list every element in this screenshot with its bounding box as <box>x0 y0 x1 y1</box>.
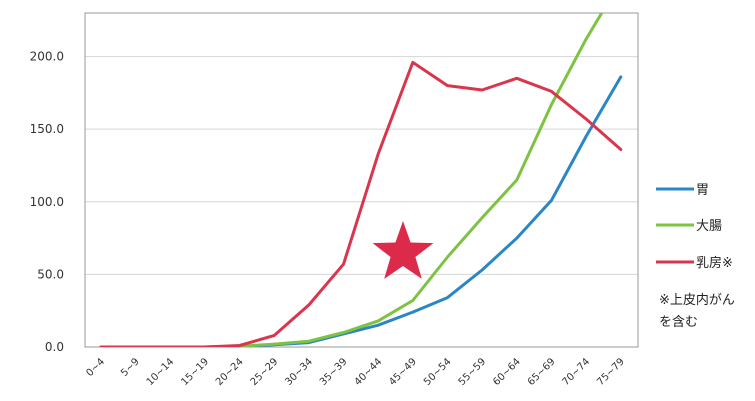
x-tick-label: 75~79 <box>595 356 627 388</box>
x-tick-label: 40~44 <box>353 356 385 388</box>
y-tick-label: 150.0 <box>30 122 64 136</box>
series-line-0 <box>99 75 623 347</box>
x-tick-label: 10~14 <box>145 356 177 388</box>
star-icon <box>372 221 434 279</box>
y-tick-label: 50.0 <box>37 267 64 281</box>
plot-area-frame <box>84 12 639 348</box>
y-tick-label: 0.0 <box>45 340 64 354</box>
footnote-line: を含む <box>659 314 698 330</box>
x-tick-label: 50~54 <box>422 356 454 388</box>
star-marker <box>372 221 434 279</box>
x-tick-label: 20~24 <box>214 356 246 388</box>
y-axis: 0.0 50.0 100.0 150.0 200.0 <box>30 50 64 354</box>
legend-label: 乳房※ <box>696 255 733 271</box>
x-tick-label: 30~34 <box>283 356 315 388</box>
x-tick-label: 5~9 <box>119 356 142 379</box>
x-tick-label: 70~74 <box>561 356 593 388</box>
legend-label: 大腸 <box>696 219 722 234</box>
footnote-line: ※上皮内がん <box>659 292 735 308</box>
x-tick-label: 15~19 <box>179 356 211 388</box>
x-tick-label: 55~59 <box>457 356 489 388</box>
x-tick-label: 60~64 <box>491 356 523 388</box>
y-tick-label: 100.0 <box>30 195 64 209</box>
x-axis: 0~4 5~9 10~14 15~19 20~24 25~29 30~34 35~39 40~4… <box>84 356 626 388</box>
x-tick-label: 25~29 <box>249 356 281 388</box>
y-tick-label: 200.0 <box>30 50 64 64</box>
series-line-1 <box>99 13 604 347</box>
series-line-2 <box>99 60 623 347</box>
x-tick-label: 45~49 <box>387 356 419 388</box>
series-lines <box>99 13 623 347</box>
legend-label: 胃 <box>696 183 709 198</box>
x-tick-label: 0~4 <box>84 356 107 379</box>
x-tick-label: 65~69 <box>526 356 558 388</box>
x-tick-label: 35~39 <box>318 356 350 388</box>
